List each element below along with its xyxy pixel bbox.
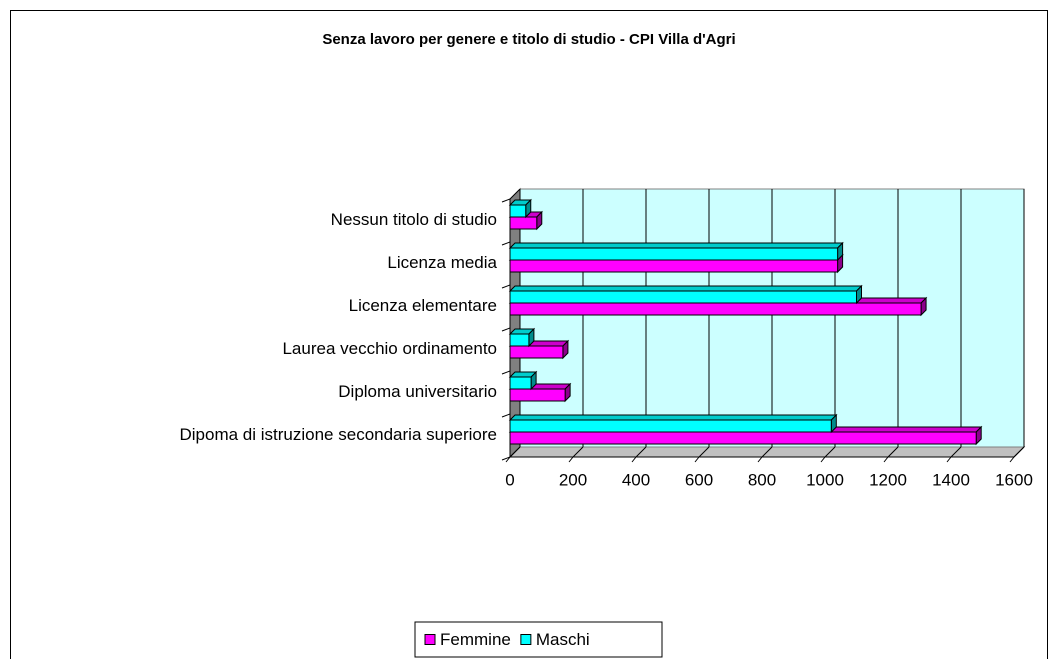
floor-grid — [635, 446, 647, 458]
bar — [509, 290, 857, 304]
x-tick-label: 1200 — [869, 470, 907, 489]
y-tick-mark — [501, 327, 511, 332]
y-tick-label: Dipoma di istruzione secondaria superior… — [180, 425, 498, 444]
y-tick-label: Laurea vecchio ordinamento — [282, 339, 497, 358]
x-tick-mark — [820, 456, 826, 463]
x-tick-mark — [1009, 456, 1015, 463]
bar-top — [508, 414, 838, 421]
chart-title: Senza lavoro per genere e titolo di stud… — [322, 31, 735, 48]
bar — [509, 259, 839, 273]
floor-grid — [1013, 446, 1025, 458]
legend-label: Maschi — [536, 630, 590, 649]
floor-grid — [572, 446, 584, 458]
floor-grid — [509, 446, 521, 458]
bar — [509, 345, 564, 359]
bar — [509, 247, 839, 261]
y-tick-label: Diploma universitario — [338, 382, 497, 401]
y-tick-mark — [501, 241, 511, 246]
bar — [509, 388, 566, 402]
bar — [509, 419, 832, 433]
legend-swatch — [520, 634, 532, 645]
x-tick-label: 0 — [505, 470, 514, 489]
bar — [509, 216, 538, 230]
y-tick-mark — [501, 456, 511, 461]
y-tick-label: Licenza media — [387, 253, 497, 272]
x-tick-label: 200 — [559, 470, 587, 489]
x-tick-label: 400 — [622, 470, 650, 489]
x-tick-label: 1000 — [806, 470, 844, 489]
bar — [509, 431, 977, 445]
bar — [509, 204, 527, 218]
floor-grid — [824, 446, 836, 458]
y-tick-label: Licenza elementare — [349, 296, 497, 315]
y-tick-mark — [501, 284, 511, 289]
y-tick-mark — [501, 198, 511, 203]
x-tick-mark — [946, 456, 952, 463]
x-tick-mark — [883, 456, 889, 463]
x-tick-mark — [631, 456, 637, 463]
bar — [509, 376, 532, 390]
legend-swatch — [424, 634, 436, 645]
floor-grid — [698, 446, 710, 458]
x-tick-label: 800 — [748, 470, 776, 489]
legend-box — [414, 621, 663, 658]
x-tick-mark — [757, 456, 763, 463]
y-tick-mark — [501, 370, 511, 375]
x-tick-mark — [505, 456, 511, 463]
bar-top — [508, 285, 863, 292]
x-tick-label: 1400 — [932, 470, 970, 489]
legend-label: Femmine — [440, 630, 511, 649]
x-tick-label: 600 — [685, 470, 713, 489]
y-tick-label: Nessun titolo di studio — [331, 210, 497, 229]
bar — [509, 302, 922, 316]
floor-grid — [887, 446, 899, 458]
x-tick-mark — [568, 456, 574, 463]
floor-grid — [761, 446, 773, 458]
x-tick-label: 1600 — [995, 470, 1033, 489]
x-tick-mark — [694, 456, 700, 463]
y-tick-mark — [501, 413, 511, 418]
floor-grid — [950, 446, 962, 458]
bar-top — [508, 242, 844, 249]
bar — [509, 333, 530, 347]
